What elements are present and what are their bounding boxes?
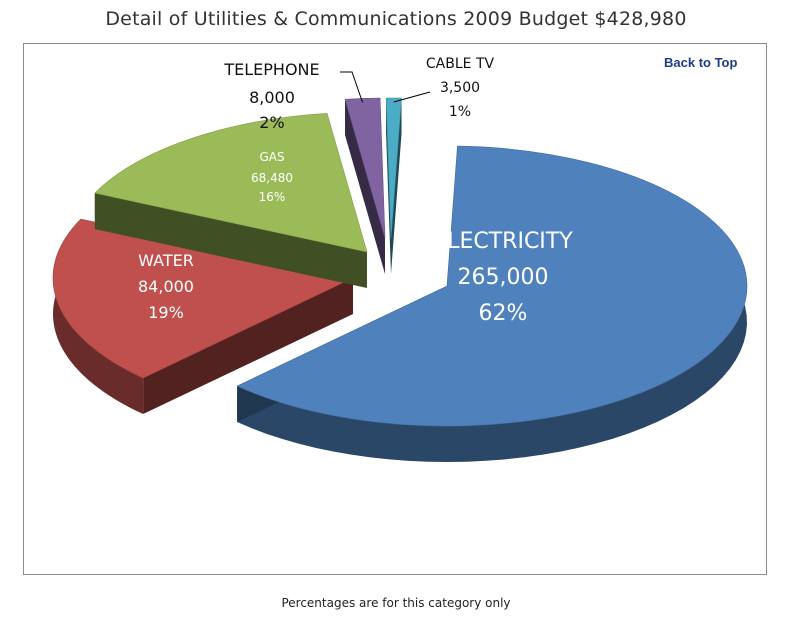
slice-value-gas: 68,480 — [251, 171, 293, 185]
slice-label-electricity: ELECTRICITY — [433, 229, 573, 254]
slice-percent-electricity: 62% — [479, 301, 528, 326]
slice-value-electricity: 265,000 — [458, 265, 549, 290]
slice-label-cable-tv: CABLE TV — [426, 56, 495, 72]
pie-slice-side — [237, 146, 747, 462]
pie-slice-top — [52, 218, 354, 379]
pie-slice-top — [236, 145, 748, 427]
pie-slice-wall — [345, 99, 385, 274]
slice-value-water: 84,000 — [138, 277, 194, 296]
pie-slice-telephone — [344, 97, 386, 274]
slice-percent-telephone: 2% — [259, 113, 284, 132]
slice-label-telephone: TELEPHONE — [223, 60, 319, 79]
pie-slice-top — [385, 97, 402, 239]
slice-percent-water: 19% — [148, 303, 184, 322]
pie-slice-wall — [143, 278, 353, 415]
slice-percent-cable-tv: 1% — [449, 104, 471, 120]
pie-slice-water — [52, 218, 354, 415]
pie-slice-gas — [94, 112, 368, 288]
pie-slice-wall — [94, 193, 367, 288]
slice-value-telephone: 8,000 — [249, 88, 295, 107]
pie-slice-electricity — [236, 145, 748, 462]
chart-title: Detail of Utilities & Communications 200… — [105, 8, 687, 30]
footnote: Percentages are for this category only — [281, 596, 511, 610]
slice-value-cable-tv: 3,500 — [440, 80, 480, 96]
leader-line-cable-tv — [393, 91, 431, 103]
pie-slice-top — [344, 97, 386, 239]
pie-slice-top — [94, 112, 368, 253]
slice-label-water: WATER — [138, 251, 194, 270]
pie-slice-wall — [386, 98, 391, 274]
slice-label-gas: GAS — [259, 150, 284, 164]
back-to-top-link[interactable]: Back to Top — [664, 55, 738, 70]
slice-percent-gas: 16% — [259, 190, 286, 204]
pie-slice-cable-tv — [385, 97, 402, 274]
pie-slice-wall — [391, 98, 402, 274]
pie-slice-side — [53, 219, 144, 415]
leader-line-telephone — [340, 71, 364, 103]
